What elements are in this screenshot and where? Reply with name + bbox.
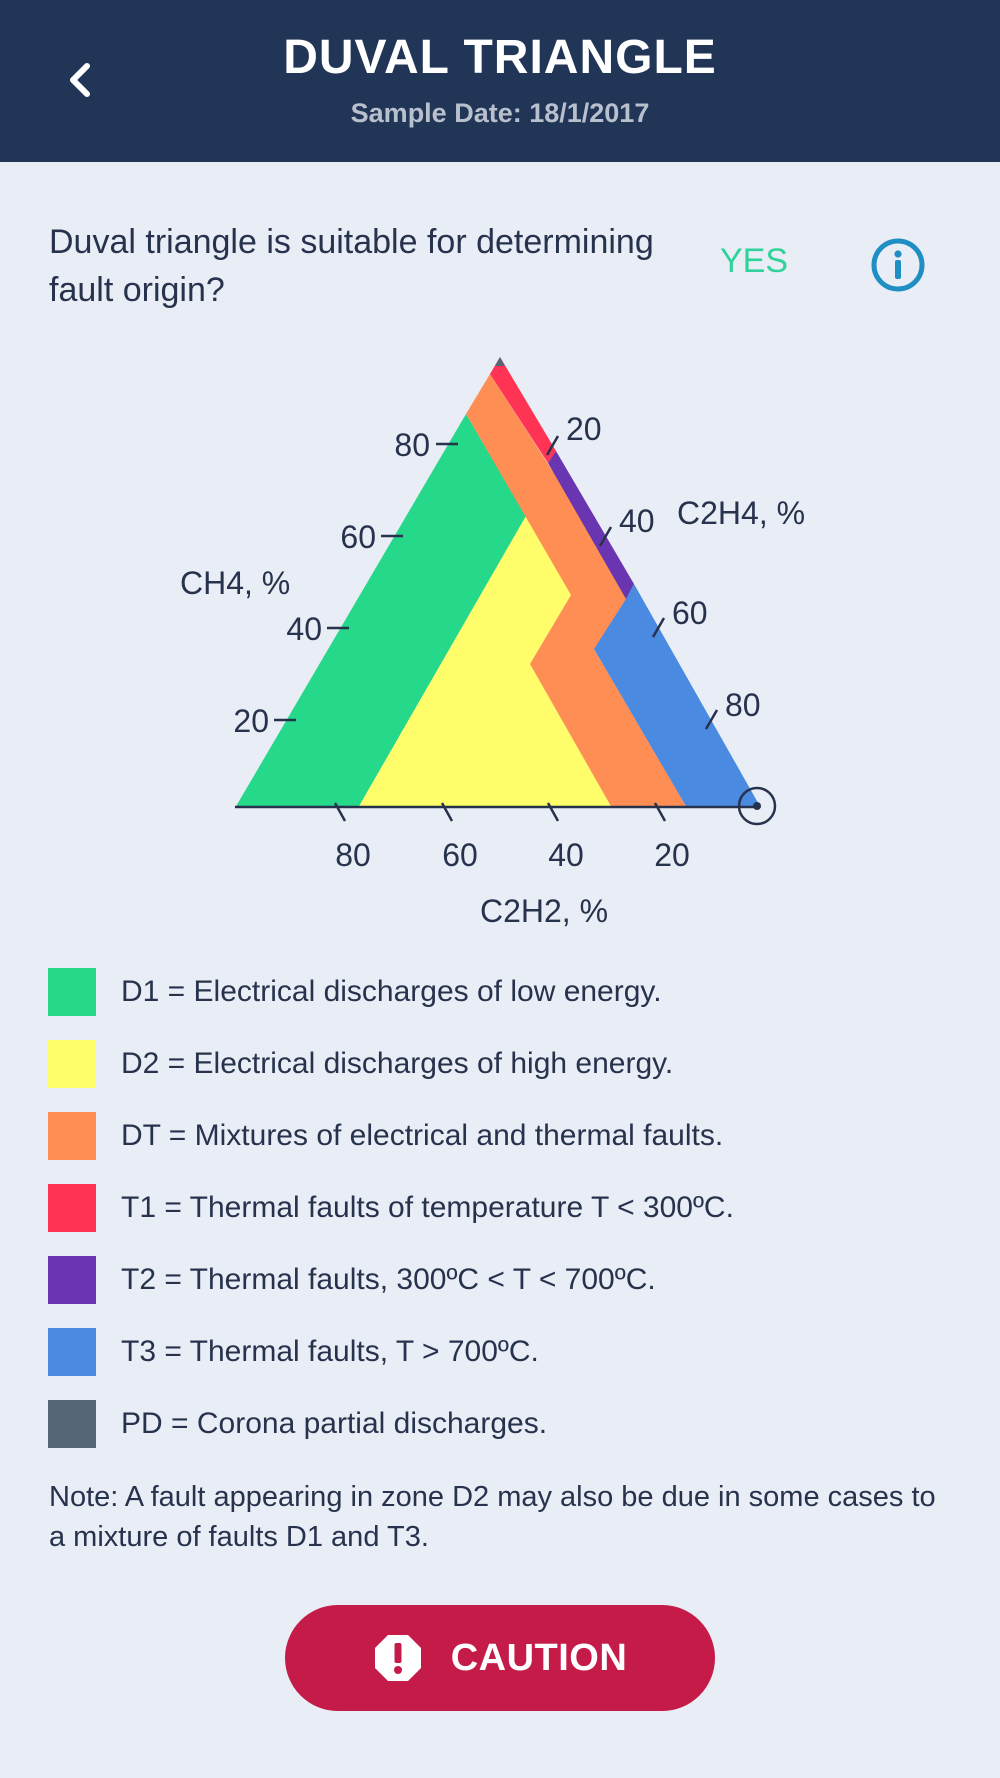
c2h2-tick xyxy=(546,802,560,822)
c2h2-tick xyxy=(440,802,454,822)
c2h4-tick-label: 40 xyxy=(619,503,655,539)
legend-swatch xyxy=(48,968,96,1016)
c2h4-tick xyxy=(598,526,613,547)
duval-triangle: 80 60 40 20 CH4, % 20 40 60 80 C2H4, % 8… xyxy=(0,330,1000,940)
zone-dt xyxy=(466,374,687,808)
legend-label: T3 = Thermal faults, T > 700ºC. xyxy=(121,1335,539,1368)
legend-swatch xyxy=(48,1400,96,1448)
legend-item-d1: D1 = Electrical discharges of low energy… xyxy=(48,968,968,1016)
zone-t1 xyxy=(490,357,556,463)
c2h4-axis-label: C2H4, % xyxy=(677,495,805,531)
c2h4-tick xyxy=(651,617,666,638)
c2h4-tick-label: 20 xyxy=(566,411,602,447)
c2h4-tick xyxy=(545,435,560,456)
c2h4-tick xyxy=(704,709,719,730)
zone-t2 xyxy=(548,451,634,599)
legend-swatch xyxy=(48,1328,96,1376)
zone-t3 xyxy=(594,584,761,808)
legend-swatch xyxy=(48,1112,96,1160)
ch4-tick-label: 60 xyxy=(340,519,376,555)
alert-icon xyxy=(374,1635,421,1681)
suitability-answer: YES xyxy=(720,242,789,280)
legend-item-pd: PD = Corona partial discharges. xyxy=(48,1400,968,1448)
c2h2-tick-label: 60 xyxy=(442,837,478,873)
legend-label: T1 = Thermal faults of temperature T < 3… xyxy=(121,1191,734,1224)
c2h2-tick-label: 20 xyxy=(654,837,690,873)
zone-d1 xyxy=(235,414,526,808)
legend-swatch xyxy=(48,1256,96,1304)
zone-pd xyxy=(495,357,505,366)
info-button[interactable] xyxy=(870,237,926,293)
note-text: Note: A fault appearing in zone D2 may a… xyxy=(49,1481,936,1553)
legend-swatch xyxy=(48,1184,96,1232)
c2h2-tick-label: 40 xyxy=(548,837,584,873)
legend-item-t2: T2 = Thermal faults, 300ºC < T < 700ºC. xyxy=(48,1256,968,1304)
legend-item-dt: DT = Mixtures of electrical and thermal … xyxy=(48,1112,968,1160)
legend-item-d2: D2 = Electrical discharges of high energ… xyxy=(48,1040,968,1088)
sample-date: Sample Date: 18/1/2017 xyxy=(350,98,650,128)
legend-label: D1 = Electrical discharges of low energy… xyxy=(121,975,662,1008)
legend-label: D2 = Electrical discharges of high energ… xyxy=(121,1047,674,1080)
ch4-tick-label: 20 xyxy=(233,703,269,739)
ch4-tick-label: 40 xyxy=(286,611,322,647)
legend-swatch xyxy=(48,1040,96,1088)
ch4-axis-label: CH4, % xyxy=(180,565,290,601)
c2h2-tick xyxy=(333,802,347,822)
back-button[interactable] xyxy=(52,52,108,108)
legend-label: DT = Mixtures of electrical and thermal … xyxy=(121,1119,724,1152)
c2h2-tick xyxy=(653,802,667,822)
c2h2-axis-label: C2H2, % xyxy=(480,893,608,929)
legend-label: PD = Corona partial discharges. xyxy=(121,1407,548,1440)
legend-item-t3: T3 = Thermal faults, T > 700ºC. xyxy=(48,1328,968,1376)
legend-label: T2 = Thermal faults, 300ºC < T < 700ºC. xyxy=(121,1263,656,1296)
zone-d2 xyxy=(358,516,612,808)
c2h2-tick-label: 80 xyxy=(335,837,371,873)
app-header: DUVAL TRIANGLE Sample Date: 18/1/2017 xyxy=(0,0,1000,162)
legend-item-t1: T1 = Thermal faults of temperature T < 3… xyxy=(48,1184,968,1232)
c2h4-tick-label: 80 xyxy=(725,687,761,723)
info-icon xyxy=(871,238,925,292)
duval-triangle-svg: 80 60 40 20 CH4, % 20 40 60 80 C2H4, % 8… xyxy=(180,357,805,929)
legend: D1 = Electrical discharges of low energy… xyxy=(48,968,968,1472)
caution-label: CAUTION xyxy=(450,1636,628,1679)
circle-marker-icon xyxy=(737,786,777,826)
page-title: DUVAL TRIANGLE xyxy=(283,31,717,84)
suitability-question: Duval triangle is suitable for determini… xyxy=(49,223,654,309)
chevron-left-icon xyxy=(70,63,90,97)
caution-button[interactable]: CAUTION xyxy=(285,1605,715,1711)
c2h4-tick-label: 60 xyxy=(672,595,708,631)
ch4-tick-label: 80 xyxy=(394,427,430,463)
